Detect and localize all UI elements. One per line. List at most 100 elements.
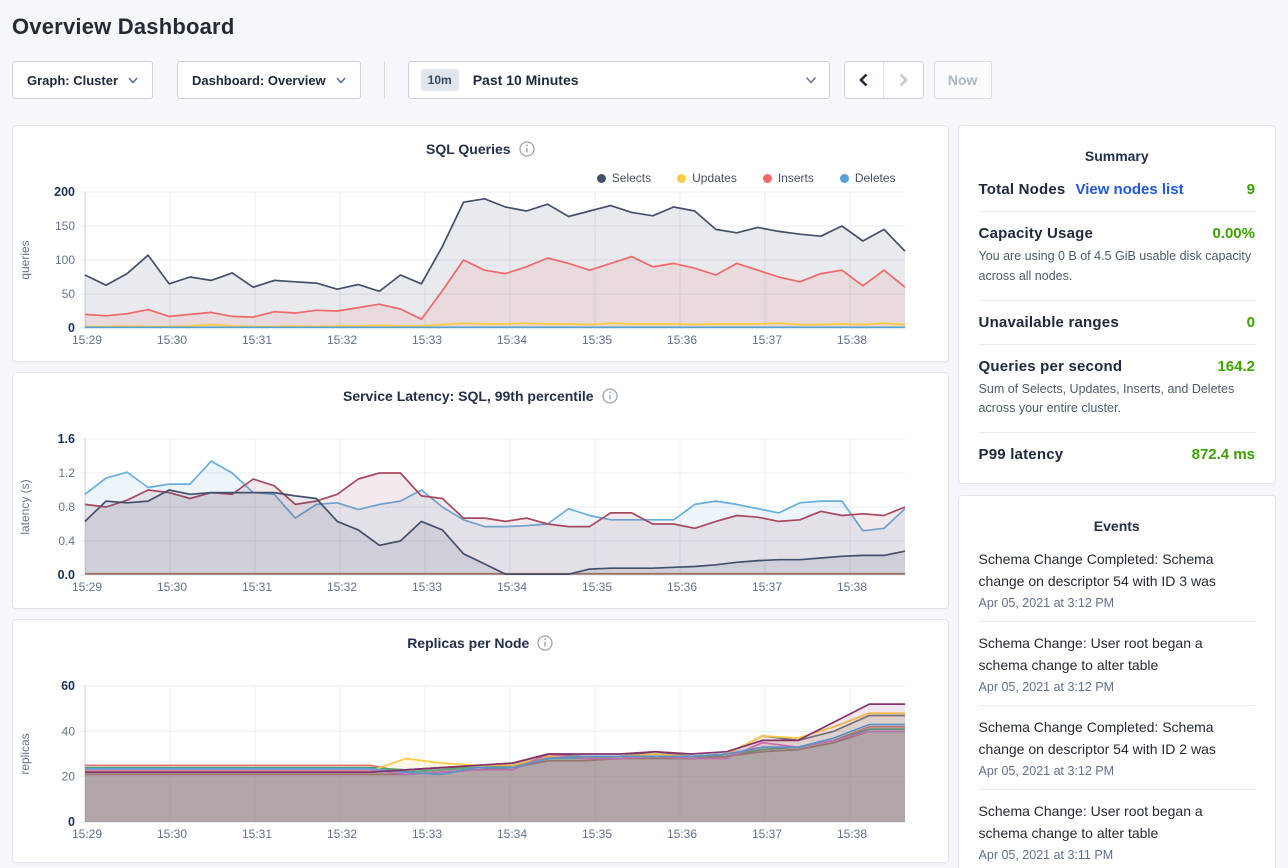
series-s-maroon-line	[84, 472, 906, 530]
x-tick-label: 15:31	[242, 827, 272, 841]
legend-label: Deletes	[854, 171, 896, 185]
event-timestamp: Apr 05, 2021 at 3:12 PM	[978, 679, 1115, 694]
x-tick-label: 15:34	[497, 580, 527, 594]
unavailable-ranges-label: Unavailable ranges	[978, 313, 1119, 331]
series-s-navy-area	[85, 490, 905, 575]
view-nodes-list-link[interactable]: View nodes list	[1075, 181, 1184, 198]
chart-plot-area[interactable]: 15:29 15:30 15:31 15:32 15:33 15:34 15:35 15:36…	[13, 620, 957, 864]
prev-time-button[interactable]	[844, 62, 884, 98]
summary-row-total-nodes: Total Nodes View nodes list 9	[979, 168, 1255, 211]
events-title: Events	[1093, 518, 1140, 534]
now-button[interactable]: Now	[933, 61, 992, 99]
dashboard-dropdown[interactable]: Dashboard: Overview	[177, 61, 361, 99]
series-inserts-line	[84, 255, 906, 321]
legend-item-selects: Selects	[596, 171, 651, 185]
summary-title: Summary	[1084, 148, 1149, 164]
legend-dot-updates	[677, 173, 687, 183]
chevron-down-icon	[128, 76, 138, 84]
queries-per-second-description: Sum of Selects, Updates, Inserts, and De…	[978, 381, 1235, 416]
capacity-usage-value: 0.00%	[1212, 225, 1255, 242]
series-s-navy-line	[84, 489, 906, 576]
x-tick-label: 15:37	[752, 580, 782, 594]
capacity-usage-description: You are using 0 B of 4.5 GiB usable disk…	[978, 249, 1252, 283]
x-tick-label: 15:35	[582, 580, 612, 594]
graph-dropdown[interactable]: Graph: Cluster	[12, 61, 154, 99]
event-item: Schema Change: User root began a schema …	[978, 788, 1255, 868]
event-timestamp: Apr 05, 2021 at 3:12 PM	[978, 595, 1115, 610]
legend-label: Updates	[692, 171, 737, 185]
chart-header: Service Latency: SQL, 99th percentile	[13, 388, 948, 404]
x-tick-label: 15:32	[327, 333, 357, 347]
x-tick-label: 15:31	[242, 333, 272, 347]
legend-dot-selects	[596, 173, 606, 183]
info-icon[interactable]	[518, 141, 535, 157]
x-tick-label: 15:30	[157, 827, 187, 841]
x-tick-label: 15:38	[837, 580, 867, 594]
page-title: Overview Dashboard	[12, 14, 235, 39]
series-selects-area	[85, 198, 905, 328]
series-s7-line	[85, 730, 905, 776]
x-tick-label: 15:29	[72, 827, 102, 841]
series-s-blue-line	[84, 460, 906, 532]
chart-title: Replicas per Node	[407, 635, 530, 651]
x-tick-label: 15:35	[582, 333, 612, 347]
x-tick-label: 15:30	[157, 580, 187, 594]
series-s-maroon-area	[85, 473, 905, 575]
chevron-right-icon	[899, 73, 908, 87]
time-pager	[843, 61, 924, 99]
summary-row-p99-latency: P99 latency 872.4 ms	[978, 432, 1255, 476]
x-tick-label: 15:31	[242, 580, 272, 594]
queries-per-second-label: Queries per second	[978, 357, 1123, 375]
x-tick-label: 15:33	[412, 333, 442, 347]
dashboard-content: SQL Queries Selects Updates Inserts Deletes…	[12, 125, 1276, 868]
event-item: Schema Change Completed: Schema change o…	[979, 538, 1255, 621]
info-icon[interactable]	[601, 388, 618, 404]
chart-card-service-latency: Service Latency: SQL, 99th percentile 15…	[12, 372, 949, 609]
total-nodes-label: Total Nodes	[978, 181, 1066, 198]
next-time-button[interactable]	[883, 62, 923, 98]
event-message: Schema Change Completed: Schema change o…	[978, 718, 1216, 757]
x-tick-label: 15:29	[72, 333, 102, 347]
legend-item-deletes: Deletes	[839, 171, 896, 185]
y-tick-label: 0.4	[58, 534, 75, 548]
event-message: Schema Change: User root began a schema …	[978, 634, 1203, 673]
legend-item-updates: Updates	[677, 171, 737, 185]
event-message: Schema Change: User root began a schema …	[978, 802, 1203, 841]
chart-header: Replicas per Node	[13, 635, 948, 651]
x-tick-label: 15:33	[412, 827, 442, 841]
series-inserts-area	[85, 256, 905, 328]
total-nodes-value: 9	[1246, 181, 1255, 198]
y-tick-label: 50	[62, 287, 76, 301]
series-s8-area	[85, 724, 905, 822]
charts-column: SQL Queries Selects Updates Inserts Deletes…	[12, 125, 949, 863]
x-tick-label: 15:38	[837, 827, 867, 841]
chart-plot-area[interactable]: 15:29 15:30 15:31 15:32 15:33 15:34 15:35 15:36…	[13, 373, 957, 610]
events-list: Schema Change Completed: Schema change o…	[978, 538, 1255, 868]
time-range-label: Past 10 Minutes	[472, 72, 579, 88]
summary-row-capacity-usage: Capacity Usage 0.00% You are using 0 B o…	[978, 211, 1255, 300]
summary-row-unavailable-ranges: Unavailable ranges 0	[978, 299, 1255, 344]
y-axis-unit-label: replicas	[18, 733, 32, 774]
chart-card-sql-queries: SQL Queries Selects Updates Inserts Deletes…	[12, 125, 949, 362]
y-tick-label: 100	[55, 253, 75, 267]
chevron-left-icon	[859, 73, 868, 87]
event-item: Schema Change: User root began a schema …	[978, 620, 1255, 705]
chart-plot-area[interactable]: 15:29 15:30 15:31 15:32 15:33 15:34 15:35 15:36…	[13, 126, 957, 363]
x-tick-label: 15:37	[752, 827, 782, 841]
chart-card-replicas-per-node: Replicas per Node 15:29 15:30 15:31 15:32 15…	[12, 619, 949, 863]
series-s2-line	[85, 728, 905, 771]
info-icon[interactable]	[537, 635, 553, 651]
overview-dashboard-page: Overview Dashboard Graph: Cluster Dashbo…	[0, 14, 1288, 868]
capacity-usage-label: Capacity Usage	[978, 225, 1094, 242]
time-range-picker[interactable]: 10m Past 10 Minutes	[407, 61, 830, 99]
series-s3-area	[85, 731, 905, 822]
y-axis-unit-label: latency (s)	[18, 479, 32, 534]
series-s-blue-area	[85, 461, 905, 575]
x-tick-label: 15:32	[327, 827, 357, 841]
series-s5-area	[85, 715, 905, 822]
y-tick-label: 0.8	[58, 500, 75, 514]
summary-row-queries-per-second: Queries per second 164.2 Sum of Selects,…	[978, 343, 1255, 433]
series-updates-line	[85, 322, 906, 328]
graph-dropdown-label: Graph: Cluster	[27, 72, 119, 88]
series-s1-area	[85, 726, 905, 822]
